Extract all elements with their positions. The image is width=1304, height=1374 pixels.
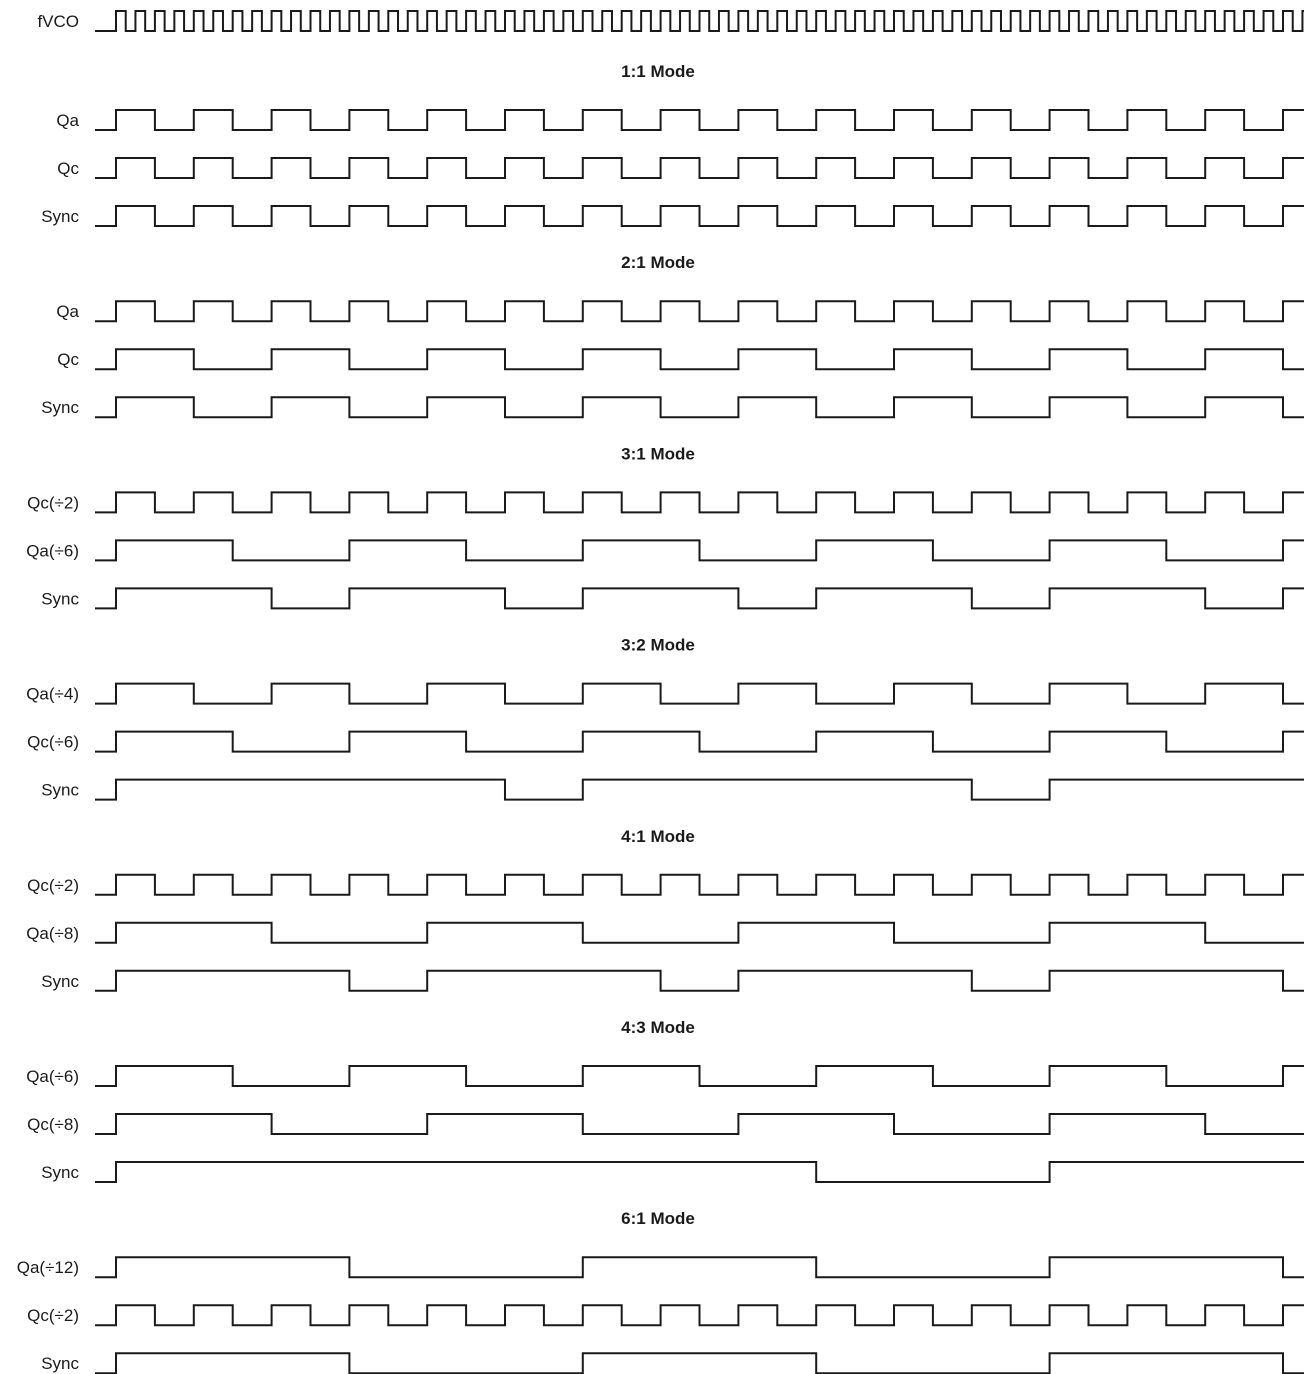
6-1-mode-qc-2-label: Qc(÷2) — [27, 1306, 79, 1325]
4-1-mode-sync-waveform — [95, 969, 1304, 992]
fvco-label: fVCO — [37, 12, 79, 31]
3-1-mode-sync-label: Sync — [41, 589, 79, 608]
3-2-mode-sync-label: Sync — [41, 781, 79, 800]
4-3-mode-qc-8-waveform — [95, 1113, 1304, 1135]
mode-title-4-1-mode: 4:1 Mode — [621, 827, 695, 846]
4-3-mode-qc-8-label: Qc(÷8) — [27, 1115, 79, 1134]
4-1-mode-qc-2-waveform — [95, 873, 1304, 896]
mode-title-1-1-mode: 1:1 Mode — [621, 62, 695, 81]
2-1-mode-sync-waveform — [95, 396, 1304, 419]
mode-title-3-1-mode: 3:1 Mode — [621, 444, 695, 463]
2-1-mode-qa-label: Qa — [56, 302, 79, 321]
3-2-mode-qa-4-label: Qa(÷4) — [26, 685, 79, 704]
mode-title-6-1-mode: 6:1 Mode — [621, 1209, 695, 1228]
4-1-mode-qa-8-label: Qa(÷8) — [26, 924, 79, 943]
3-2-mode-sync-waveform — [95, 778, 1304, 801]
4-1-mode-qa-8-waveform — [95, 921, 1304, 944]
6-1-mode-qc-2-waveform — [95, 1304, 1304, 1327]
mode-title-4-3-mode: 4:3 Mode — [621, 1018, 695, 1037]
1-1-mode-qc-waveform — [95, 157, 1304, 179]
1-1-mode-qa-waveform — [95, 109, 1304, 131]
1-1-mode-sync-waveform — [95, 205, 1304, 227]
mode-title-3-2-mode: 3:2 Mode — [621, 636, 695, 655]
4-1-mode-qc-2-label: Qc(÷2) — [27, 876, 79, 895]
3-1-mode-qc-2-label: Qc(÷2) — [27, 493, 79, 512]
mode-title-2-1-mode: 2:1 Mode — [621, 253, 695, 272]
2-1-mode-qa-waveform — [95, 300, 1304, 323]
4-3-mode-sync-label: Sync — [41, 1163, 79, 1182]
3-2-mode-qa-4-waveform — [95, 682, 1304, 705]
3-1-mode-qc-2-waveform — [95, 491, 1304, 514]
3-1-mode-qa-6-label: Qa(÷6) — [26, 541, 79, 560]
1-1-mode-sync-label: Sync — [41, 207, 79, 226]
4-3-mode-sync-waveform — [95, 1161, 1304, 1183]
4-3-mode-qa-6-waveform — [95, 1065, 1304, 1087]
3-2-mode-qc-6-label: Qc(÷6) — [27, 733, 79, 752]
6-1-mode-qa-12-waveform — [95, 1256, 1304, 1279]
2-1-mode-sync-label: Sync — [41, 398, 79, 417]
3-1-mode-sync-waveform — [95, 587, 1304, 610]
3-2-mode-qc-6-waveform — [95, 730, 1304, 753]
6-1-mode-sync-label: Sync — [41, 1354, 79, 1373]
timing-diagram-content: fVCO 1:1 Mode Qa Qc Sync 2:1 Mode Qa Qc Sync 3:1 … — [17, 10, 1304, 1374]
3-1-mode-qa-6-waveform — [95, 539, 1304, 562]
fvco-waveform — [95, 10, 1304, 32]
2-1-mode-qc-label: Qc — [57, 350, 79, 369]
1-1-mode-qa-label: Qa — [56, 111, 79, 130]
4-3-mode-qa-6-label: Qa(÷6) — [26, 1067, 79, 1086]
4-1-mode-sync-label: Sync — [41, 972, 79, 991]
6-1-mode-sync-waveform — [95, 1352, 1304, 1374]
6-1-mode-qa-12-label: Qa(÷12) — [17, 1258, 79, 1277]
2-1-mode-qc-waveform — [95, 348, 1304, 371]
1-1-mode-qc-label: Qc — [57, 159, 79, 178]
